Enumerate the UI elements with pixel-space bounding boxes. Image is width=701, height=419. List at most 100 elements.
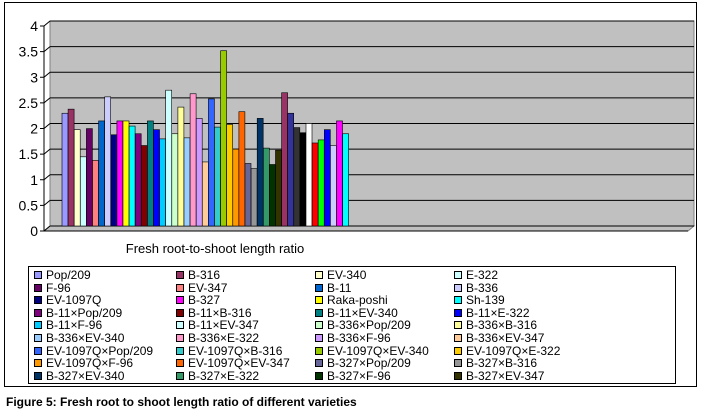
legend-swatch (315, 371, 323, 380)
bar (238, 111, 246, 227)
bar (104, 96, 111, 227)
bar (256, 118, 264, 227)
y-gridline-depth (43, 123, 51, 129)
y-gridline-depth (43, 71, 51, 78)
legend-label: B-327×F-96 (327, 368, 391, 383)
y-gridline-depth (43, 174, 51, 181)
legend-swatch (315, 334, 323, 342)
bar (342, 133, 349, 227)
y-tick-label: 2 (30, 121, 38, 137)
bar (311, 142, 319, 227)
legend-swatch (454, 296, 462, 305)
legend-label: Raka-poshi (327, 293, 388, 308)
legend-label: B-327×E-322 (188, 368, 260, 383)
bars (61, 50, 349, 227)
legend-swatch (176, 359, 184, 368)
bar (171, 133, 179, 227)
y-gridline-depth (43, 148, 51, 155)
legend-label: EV-1097Q×E-322 (466, 343, 561, 358)
y-tick-label: 0.5 (19, 197, 39, 213)
legend-swatch (454, 334, 462, 342)
legend-label: EV-1097Q×F-96 (46, 356, 134, 371)
bar (159, 138, 166, 227)
legend-swatch (454, 359, 462, 368)
legend-label: Pop/209 (46, 268, 91, 282)
y-tick-label: 2.5 (19, 95, 39, 111)
legend-swatch (34, 283, 42, 292)
legend-label: B-11 (327, 280, 352, 295)
y-tick-label: 0 (30, 223, 38, 239)
bar (299, 132, 307, 227)
legend-swatch (34, 308, 42, 317)
legend-swatch (454, 308, 462, 317)
legend-swatch (454, 321, 462, 330)
legend-swatch (454, 346, 462, 355)
bar (202, 161, 209, 227)
chart-floor (42, 225, 696, 232)
bar (116, 120, 124, 227)
x-axis-label: Fresh root-to-shoot length ratio (126, 241, 304, 256)
legend-swatch (34, 371, 42, 380)
legend-label: B-336×EV-340 (46, 331, 125, 345)
legend-label: B-336×Pop/209 (327, 318, 411, 333)
bar (323, 129, 331, 227)
legend-label: EV-1097Q×EV-347 (188, 356, 290, 371)
legend-swatch (315, 308, 323, 317)
bar (214, 126, 221, 227)
legend: Pop/209 B-316 EV-340 E-322 F-96 EV-347 B-11 B-3… (28, 266, 676, 384)
legend-label: B-327 (188, 293, 221, 308)
legend-label: B-11×F-96 (46, 318, 103, 333)
legend-swatch (176, 321, 184, 330)
legend-swatch (34, 296, 42, 305)
bar (86, 128, 93, 227)
bar (336, 120, 343, 227)
bar (73, 129, 81, 227)
bar (147, 120, 154, 227)
legend-swatch (176, 296, 184, 305)
legend-swatch (315, 321, 323, 330)
legend-label: B-336×F-96 (327, 331, 391, 345)
legend-swatch (315, 296, 323, 305)
bar (330, 145, 337, 227)
bar (189, 93, 197, 227)
bar (269, 164, 276, 227)
legend-label: B-11×EV-347 (188, 318, 259, 333)
legend-label: EV-347 (188, 280, 228, 295)
legend-swatch (34, 321, 42, 330)
bar (262, 147, 270, 227)
legend-label: B-336×EV-347 (466, 331, 545, 345)
legend-label: B-327×B-316 (466, 356, 538, 371)
legend-swatch (176, 308, 184, 317)
y-gridline-depth (43, 199, 51, 206)
bar (275, 149, 282, 227)
bar (98, 120, 105, 227)
legend-label: EV-1097Q×B-316 (188, 343, 283, 358)
legend-swatch (454, 271, 462, 279)
bar (122, 120, 130, 227)
legend-swatch (315, 359, 323, 368)
y-tick-label: 3.5 (19, 44, 39, 60)
bar (195, 118, 203, 227)
legend-label: EV-340 (327, 268, 367, 282)
bar (92, 160, 99, 227)
chart-frame: 0 0.5 1 1.5 2 2.5 3 3.5 4 Fresh root-to-shoot le… (4, 2, 697, 387)
legend-swatch (176, 346, 184, 355)
legend-label: B-336×E-322 (188, 331, 260, 345)
legend-label: B-11×EV-340 (327, 305, 398, 320)
y-tick-label: 4 (30, 18, 38, 34)
legend-label: B-316 (188, 268, 221, 282)
legend-swatch (34, 334, 42, 342)
legend-swatch (34, 346, 42, 355)
legend-label: E-322 (466, 268, 499, 282)
legend-swatch (176, 283, 184, 292)
legend-label: Sh-139 (466, 293, 505, 308)
legend-label: B-11×E-322 (466, 305, 530, 320)
y-gridline-depth (43, 225, 51, 232)
bar (183, 137, 191, 227)
legend-swatch (315, 346, 323, 355)
bar (244, 163, 252, 227)
bar (281, 92, 288, 227)
legend-swatch (34, 271, 42, 279)
bar (208, 98, 215, 227)
legend-swatch (454, 371, 462, 380)
